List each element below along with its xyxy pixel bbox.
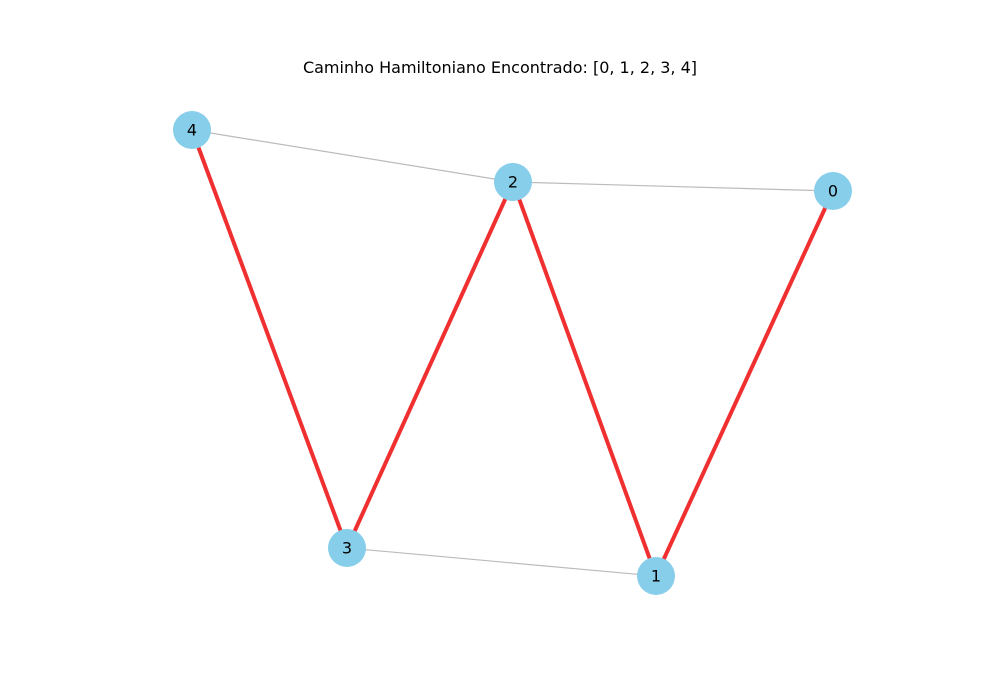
node-1: 1 (637, 557, 675, 595)
edge-3-1 (346, 547, 657, 577)
edges-layer (190, 129, 835, 577)
node-label-0: 0 (828, 182, 838, 201)
node-label-1: 1 (651, 567, 661, 586)
node-0: 0 (814, 172, 852, 210)
diagram-title: Caminho Hamiltoniano Encontrado: [0, 1, … (302, 58, 698, 77)
node-circle-4 (173, 111, 211, 149)
node-3: 3 (328, 529, 366, 567)
node-label-3: 3 (342, 539, 352, 558)
node-2: 2 (494, 163, 532, 201)
node-circle-3 (328, 529, 366, 567)
node-circle-2 (494, 163, 532, 201)
path-edge-0-1 (654, 190, 835, 577)
node-circle-1 (637, 557, 675, 595)
node-circle-0 (814, 172, 852, 210)
edge-2-0 (512, 181, 834, 192)
node-4: 4 (173, 111, 211, 149)
path-edge-1-2 (511, 181, 658, 577)
path-edge-2-3 (345, 181, 515, 549)
nodes-layer: 0 1 2 3 4 (173, 111, 852, 595)
path-edge-3-4 (190, 129, 349, 549)
node-label-2: 2 (508, 173, 518, 192)
node-label-4: 4 (187, 121, 197, 140)
edge-4-2 (191, 129, 514, 183)
